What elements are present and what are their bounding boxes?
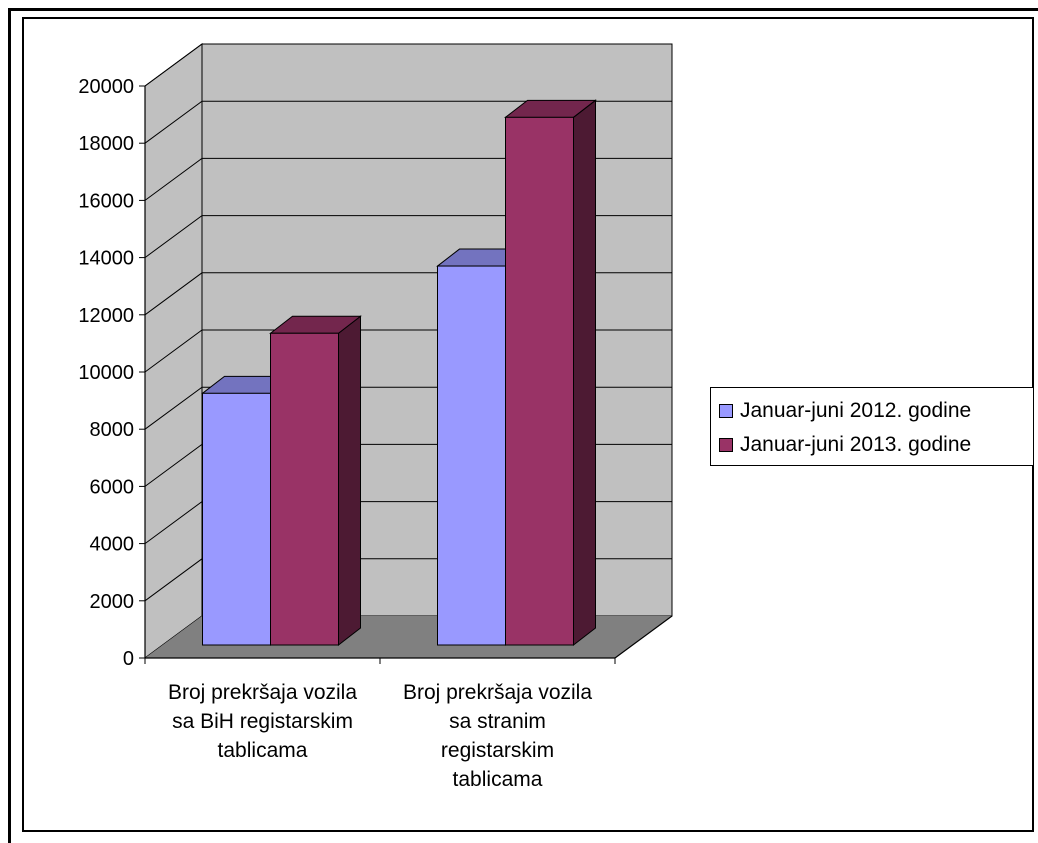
y-tick-label: 16000 [78,190,134,212]
bar [202,392,271,646]
bar [437,265,506,646]
x-category-label: Broj prekršaja vozila sa stranim registars… [403,681,592,791]
y-tick-label: 8000 [90,419,135,441]
y-tick-label: 14000 [78,248,134,270]
legend-item-2013: Januar-juni 2013. godine [719,430,971,460]
gridline [144,100,672,144]
y-tick-label: 12000 [78,305,134,327]
legend-label-2012: Januar-juni 2012. godine [740,399,972,422]
y-tick-label: 20000 [78,76,134,98]
y-tick-label: 18000 [78,133,134,155]
y-tick-label: 2000 [90,591,135,613]
legend-swatch-2013 [719,438,733,452]
gridline [144,43,672,87]
legend-item-2012: Januar-juni 2012. godine [719,396,971,426]
outer-frame [8,8,1038,843]
y-tick-label: 4000 [90,534,135,556]
y-tick-label: 10000 [78,362,134,384]
floor-edge [614,615,673,659]
y-tick-label: 0 [123,648,134,670]
bar-side [338,315,361,647]
bar-side [573,99,596,647]
bar [505,116,574,646]
y-tick-label: 6000 [90,476,135,498]
legend: Januar-juni 2012. godine Januar-juni 201… [710,387,1034,466]
legend-label-2013: Januar-juni 2013. godine [740,433,972,456]
x-category-label: Broj prekršaja vozila sa BiH registarskim… [168,681,357,762]
bar [270,332,339,646]
legend-swatch-2012 [719,404,733,418]
